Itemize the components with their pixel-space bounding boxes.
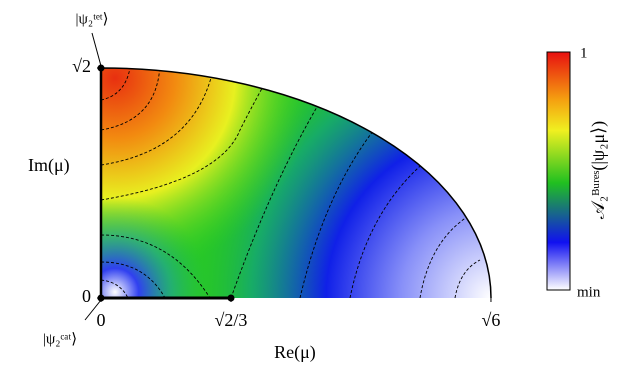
point-label: |ψ₂ᶜᵃᵗ⟩: [43, 331, 77, 347]
heatmap: [101, 68, 491, 298]
colorbar-min: min: [577, 284, 601, 300]
point: [97, 64, 105, 72]
x-tick-label: 0: [97, 310, 106, 330]
x-tick-label: √6: [482, 310, 501, 330]
y-tick-label: 0: [82, 286, 91, 306]
leader: [84, 299, 102, 321]
boundary: [100, 67, 492, 299]
y-axis-label: Im(μ): [28, 155, 70, 176]
x-tick-label: √2/3: [215, 310, 248, 330]
colorbar-max: 1: [580, 45, 588, 61]
colorbar: [546, 51, 571, 291]
point-label: |ψ₂ᵗᵉᵗ⟩: [75, 11, 108, 27]
point: [227, 294, 235, 302]
x-axis-label: Re(μ): [274, 342, 316, 363]
colorbar-label: 𝒜₂ᴮᵘʳᵉˢ(|ψ₂μ⟩): [588, 121, 609, 219]
y-tick-label: √2: [72, 56, 91, 76]
leader: [91, 32, 102, 67]
point: [97, 294, 105, 302]
